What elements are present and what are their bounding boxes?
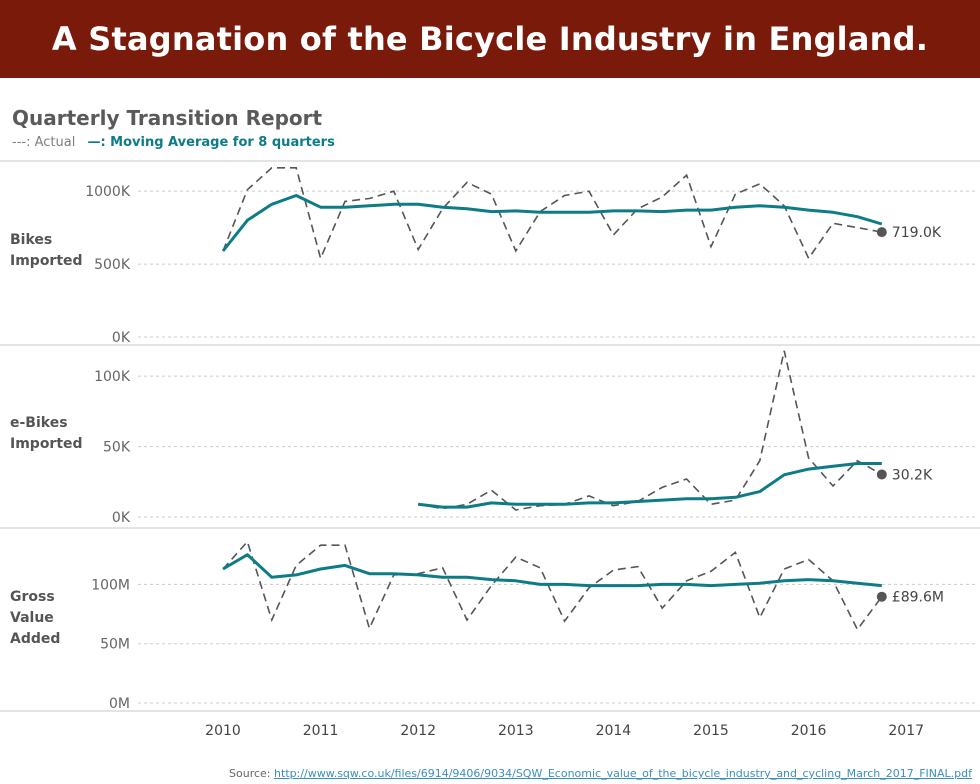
y-tick-label: 50M: [100, 637, 130, 653]
panel-label: Added: [10, 631, 60, 647]
panel-label: Gross: [10, 589, 55, 605]
moving-average-line: [222, 553, 882, 588]
legend: ---: Actual —: Moving Average for 8 quar…: [12, 135, 335, 150]
end-value-label: 719.0K: [892, 225, 942, 241]
end-point-marker: [876, 227, 887, 238]
y-tick-label: 500K: [94, 257, 131, 273]
chart-area: 0K 500K 1000K Bikes Imported 719.0K 0K 50K 100K e…: [0, 160, 980, 739]
panel-label: Bikes: [10, 232, 52, 248]
page-title: A Stagnation of the Bicycle Industry in …: [51, 20, 929, 58]
actual-line: [418, 350, 883, 511]
end-point-marker: [876, 591, 887, 602]
legend-moving-average: —: Moving Average for 8 quarters: [87, 135, 335, 150]
end-value-label: £89.6M: [892, 590, 944, 606]
panel-label: e-Bikes: [10, 415, 68, 431]
x-tick-label: 2015: [693, 723, 729, 739]
y-tick-label: 0K: [112, 330, 131, 346]
moving-average-line: [418, 462, 882, 509]
legend-actual: ---: Actual: [12, 135, 76, 150]
y-tick-label: 0M: [109, 696, 130, 712]
x-tick-label: 2010: [205, 723, 241, 739]
panel-label: Value: [10, 610, 54, 626]
x-tick-label: 2011: [303, 723, 339, 739]
y-tick-label: 0K: [112, 510, 131, 526]
panel-label: Imported: [10, 253, 83, 269]
actual-line: [222, 166, 882, 261]
source-label: Source:: [229, 767, 271, 780]
report-title: Quarterly Transition Report: [12, 106, 323, 130]
moving-average-line: [221, 194, 883, 252]
x-tick-label: 2012: [400, 723, 436, 739]
x-tick-label: 2013: [498, 723, 534, 739]
y-tick-label: 100M: [91, 577, 130, 593]
source-note: Source: http://www.sqw.co.uk/files/6914/…: [229, 767, 972, 780]
x-tick-label: 2014: [596, 723, 632, 739]
actual-line: [222, 540, 883, 632]
y-tick-label: 50K: [103, 440, 131, 456]
x-tick-label: 2017: [888, 723, 924, 739]
end-point-marker: [876, 469, 887, 480]
x-tick-label: 2016: [791, 723, 827, 739]
y-tick-label: 100K: [94, 369, 131, 385]
y-tick-label: 1000K: [85, 184, 131, 200]
title-banner: A Stagnation of the Bicycle Industry in …: [0, 0, 980, 78]
end-value-label: 30.2K: [892, 467, 933, 483]
panel-label: Imported: [10, 436, 83, 452]
source-link[interactable]: http://www.sqw.co.uk/files/6914/9406/903…: [274, 767, 972, 780]
